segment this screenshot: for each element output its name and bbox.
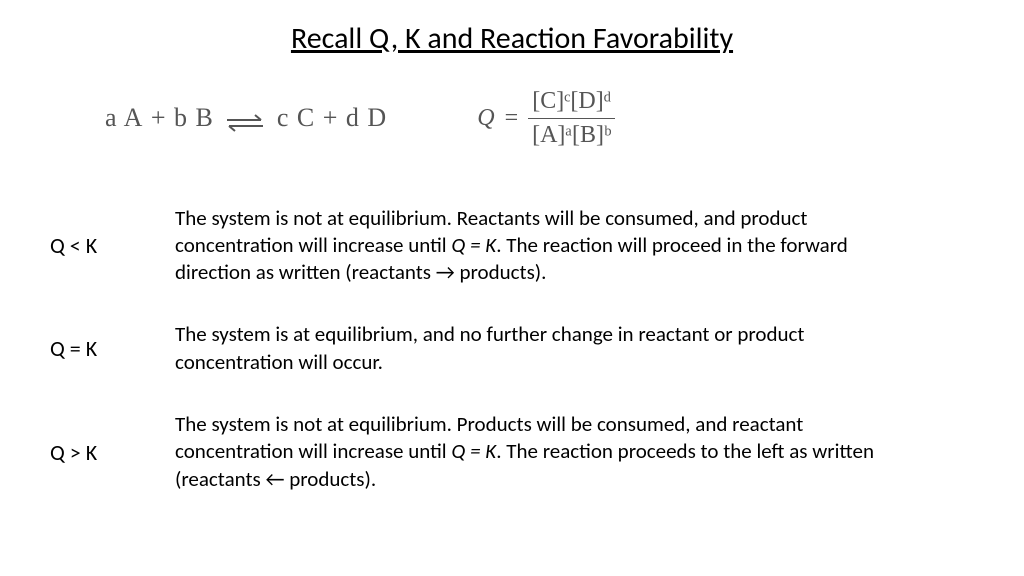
products: c C + d D (277, 103, 387, 132)
equals-sign: = (505, 105, 519, 132)
condition-row: Q = K The system is at equilibrium, and … (50, 321, 924, 376)
fraction: [C]ᶜ[D]ᵈ [A]ᵃ[B]ᵇ (528, 87, 615, 150)
conditions-list: Q < K The system is not at equilibrium. … (50, 205, 974, 493)
condition-row: Q > K The system is not at equilibrium. … (50, 411, 924, 493)
text-part: The system is at equilibrium, and no fur… (175, 321, 804, 374)
denominator: [A]ᵃ[B]ᵇ (528, 118, 615, 150)
q-symbol: Q (477, 105, 494, 132)
q-formula: Q = [C]ᶜ[D]ᵈ [A]ᵃ[B]ᵇ (477, 87, 615, 150)
text-italic: Q = K (451, 232, 496, 258)
text-italic: Q = K (451, 438, 496, 464)
reaction-equation: a A + b B c C + d D (105, 103, 387, 133)
condition-text: The system is not at equilibrium. Reacta… (175, 205, 924, 287)
equations-row: a A + b B c C + d D Q = [C]ᶜ[D]ᵈ [A]ᵃ[B]… (50, 87, 974, 150)
condition-row: Q < K The system is not at equilibrium. … (50, 205, 924, 287)
equilibrium-arrow-icon (225, 110, 265, 130)
condition-text: The system is at equilibrium, and no fur… (175, 321, 924, 376)
reactants: a A + b B (105, 103, 214, 132)
numerator: [C]ᶜ[D]ᵈ (528, 87, 615, 118)
condition-label: Q < K (50, 232, 120, 259)
page-title: Recall Q, K and Reaction Favorability (50, 20, 974, 57)
condition-label: Q = K (50, 335, 120, 362)
condition-text: The system is not at equilibrium. Produc… (175, 411, 924, 493)
condition-label: Q > K (50, 439, 120, 466)
